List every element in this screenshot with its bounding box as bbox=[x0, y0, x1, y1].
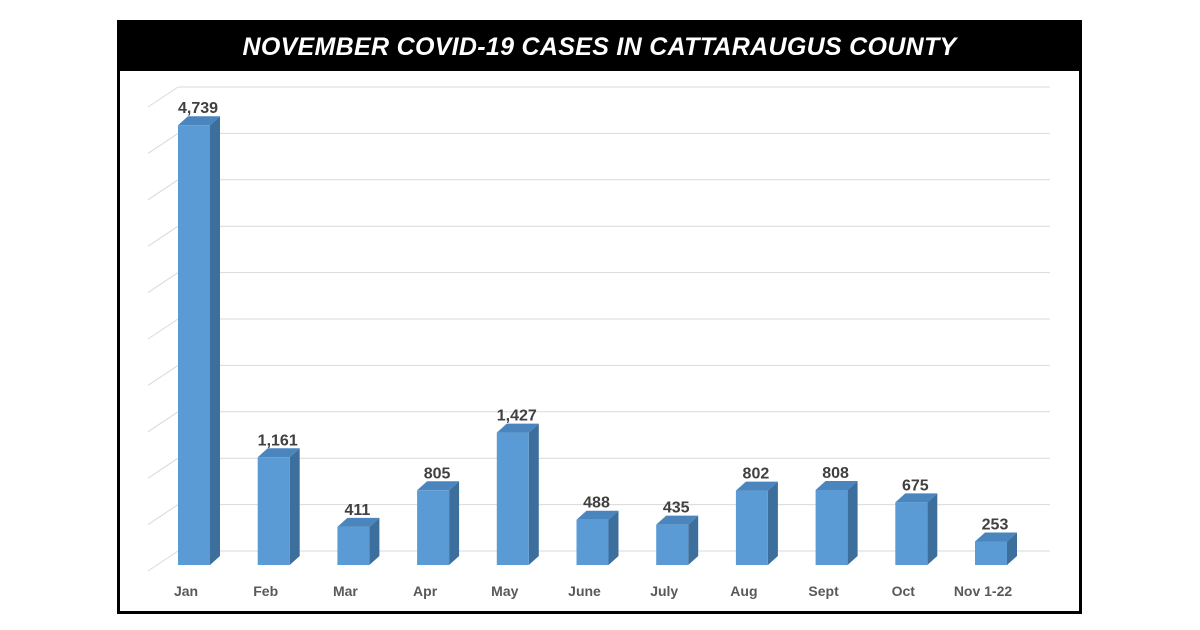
bar-top bbox=[975, 532, 1017, 542]
gridline-depth bbox=[147, 364, 179, 386]
data-label: 253 bbox=[982, 517, 1009, 534]
x-tick-label: Apr bbox=[413, 583, 438, 599]
gridline-depth bbox=[147, 272, 179, 294]
bar-top bbox=[496, 423, 539, 433]
x-tick-label: May bbox=[491, 583, 518, 599]
bar bbox=[496, 432, 529, 565]
data-label: 1,427 bbox=[497, 408, 537, 425]
bar-top bbox=[815, 481, 858, 491]
bar-side bbox=[449, 481, 460, 565]
x-tick-label: Mar bbox=[333, 583, 358, 599]
bar-top bbox=[417, 481, 460, 491]
bar bbox=[576, 519, 609, 565]
gridline-depth bbox=[147, 86, 179, 108]
gridline-depth bbox=[147, 318, 179, 340]
data-label: 488 bbox=[583, 495, 610, 512]
bar bbox=[975, 541, 1007, 565]
gridline-depth bbox=[147, 504, 179, 526]
gridline-depth bbox=[147, 132, 179, 154]
data-label: 4,739 bbox=[178, 100, 218, 117]
data-label: 435 bbox=[663, 500, 690, 517]
data-label: 802 bbox=[743, 466, 770, 483]
x-tick-label: Feb bbox=[253, 583, 278, 599]
x-tick-label: July bbox=[650, 583, 678, 599]
data-label: 411 bbox=[344, 502, 370, 519]
bar-side bbox=[847, 481, 858, 565]
x-tick-label: Jan bbox=[174, 583, 198, 599]
bar-top bbox=[735, 481, 778, 491]
x-tick-label: June bbox=[568, 583, 601, 599]
bar-top bbox=[656, 515, 699, 525]
title-bar: NOVEMBER COVID-19 CASES IN CATTARAUGUS C… bbox=[120, 23, 1079, 71]
bar bbox=[656, 524, 689, 565]
bar bbox=[815, 490, 848, 565]
bar bbox=[417, 490, 450, 565]
gridline-depth bbox=[147, 179, 179, 201]
bar-top bbox=[257, 448, 300, 458]
bar-side bbox=[1007, 532, 1017, 565]
gridline-depth bbox=[147, 225, 179, 247]
bar-side bbox=[688, 515, 699, 565]
x-tick-label: Oct bbox=[892, 583, 916, 599]
gridline-depth bbox=[147, 411, 179, 433]
gridline-depth bbox=[147, 550, 179, 572]
bar-side bbox=[289, 448, 300, 565]
bar bbox=[895, 502, 928, 565]
gridline-depth bbox=[147, 457, 179, 479]
bar-side bbox=[767, 481, 778, 565]
bar-top bbox=[178, 116, 220, 126]
chart-title: NOVEMBER COVID-19 CASES IN CATTARAUGUS C… bbox=[242, 32, 957, 61]
data-label: 805 bbox=[424, 465, 451, 482]
bar-side bbox=[927, 493, 938, 565]
bar bbox=[337, 526, 370, 565]
bar bbox=[735, 490, 768, 565]
bar-side bbox=[608, 510, 619, 565]
bar-side bbox=[528, 423, 539, 565]
data-label: 1,161 bbox=[258, 432, 298, 449]
bar-top bbox=[895, 493, 938, 503]
bar bbox=[178, 125, 210, 566]
bar bbox=[257, 457, 290, 565]
x-tick-label: Sept bbox=[808, 583, 839, 599]
x-tick-label: Aug bbox=[730, 583, 757, 599]
bar-top bbox=[337, 517, 380, 527]
bar-side bbox=[369, 517, 380, 565]
bar-top bbox=[576, 510, 619, 520]
x-tick-label: Nov 1-22 bbox=[954, 583, 1013, 599]
data-label: 675 bbox=[902, 477, 929, 494]
data-label: 808 bbox=[822, 465, 849, 482]
bar-side bbox=[210, 116, 220, 566]
